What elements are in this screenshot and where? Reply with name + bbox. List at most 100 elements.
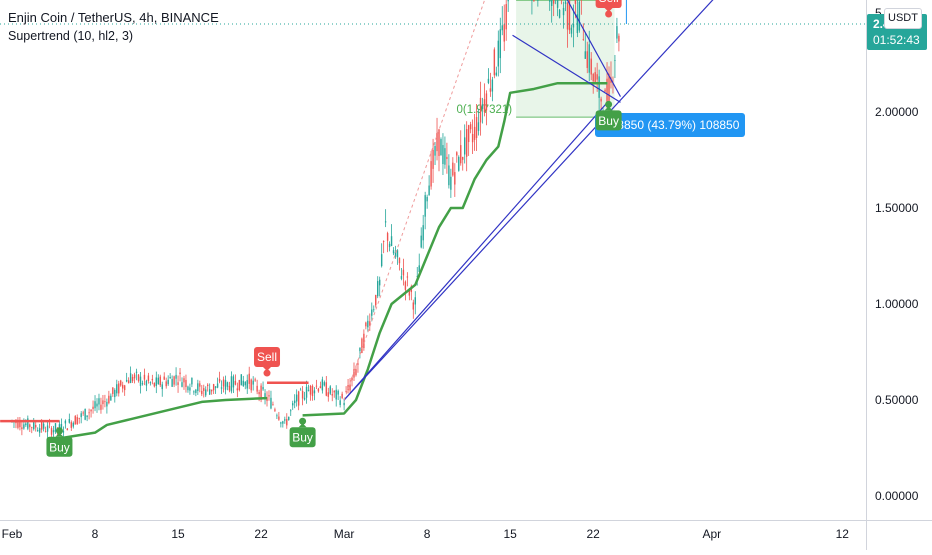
candle-body	[533, 0, 535, 2]
candle-body	[112, 387, 114, 395]
candle-body	[345, 391, 347, 392]
supertrend-up-line	[59, 396, 268, 440]
candle-body	[42, 423, 45, 429]
candle-body	[282, 421, 284, 424]
candle-body	[378, 279, 381, 286]
candle-body	[430, 161, 432, 187]
candle-body	[52, 430, 55, 433]
signal-label: Buy	[49, 440, 70, 454]
candle-body	[181, 382, 183, 387]
candle-body	[80, 413, 82, 418]
candle-body	[108, 395, 110, 404]
candle-body	[408, 290, 411, 296]
signal-label: Sell	[257, 350, 277, 364]
signal-pointer	[298, 423, 307, 428]
candle-body	[582, 39, 585, 40]
currency-badge[interactable]: USDT	[884, 8, 922, 29]
candle-body	[175, 374, 177, 379]
candle-body	[503, 24, 505, 42]
candle-body	[90, 409, 92, 412]
candle-body	[76, 417, 78, 425]
candle-body	[228, 385, 231, 391]
candle-body	[278, 416, 280, 420]
candle-body	[616, 26, 618, 39]
candle-body	[349, 384, 351, 391]
candle-body	[299, 389, 302, 391]
price-tick-label: 0.50000	[875, 393, 919, 407]
signal-pointer	[604, 106, 613, 111]
candle-body	[315, 385, 318, 387]
signal-badge	[595, 0, 622, 8]
candle-body	[127, 380, 130, 384]
candle-body	[151, 378, 154, 381]
candle-body	[594, 72, 596, 83]
candle-body	[100, 404, 102, 410]
candle-body	[272, 404, 274, 406]
trendline	[343, 102, 608, 401]
candle-body	[584, 51, 586, 59]
candle-body	[86, 415, 88, 418]
candle-body	[64, 420, 67, 424]
candle-body	[222, 379, 225, 387]
candle-body	[145, 380, 148, 386]
candle-body	[351, 377, 353, 381]
signal-label: Sell	[599, 0, 619, 5]
candle-body	[33, 420, 35, 430]
candle-body	[412, 302, 415, 310]
sell-signal: Sell	[254, 347, 281, 377]
candle-body	[131, 377, 134, 382]
candle-body	[380, 254, 383, 267]
measure-box	[595, 113, 745, 137]
candle-body	[313, 390, 316, 394]
candle-body	[284, 419, 286, 421]
signal-marker	[299, 417, 307, 425]
measure-label: 1.08850 (43.79%) 108850	[601, 118, 740, 132]
candle-body	[94, 401, 96, 409]
candle-body	[78, 417, 80, 419]
candle-body	[27, 418, 29, 429]
candle-body	[19, 420, 21, 428]
candle-body	[600, 98, 602, 102]
candle-body	[268, 395, 270, 397]
candle-body	[373, 309, 375, 311]
candle-body	[139, 376, 142, 386]
candle-body	[290, 410, 292, 412]
candle-body	[456, 152, 458, 156]
candle-body	[250, 379, 252, 391]
indicator-label[interactable]: Supertrend (10, hl2, 3)	[8, 29, 134, 43]
time-tick-label: 8	[92, 527, 99, 541]
candle-body	[489, 88, 492, 92]
candle-body	[153, 382, 156, 387]
chart-legend: Enjin Coin / TetherUS, 4h, BINANCE Super…	[8, 8, 219, 46]
candle-body	[333, 390, 335, 393]
candle-body	[199, 383, 201, 387]
candle-body	[467, 125, 470, 143]
candle-body	[481, 104, 484, 109]
candle-body	[286, 419, 288, 426]
candle-body	[106, 401, 108, 407]
candle-body	[92, 406, 94, 409]
candle-body	[361, 338, 363, 354]
candle-body	[143, 374, 146, 380]
chart-title[interactable]: Enjin Coin / TetherUS, 4h, BINANCE	[8, 10, 219, 25]
candle-body	[262, 387, 264, 390]
candle-body	[436, 133, 438, 152]
candle-body	[234, 380, 237, 385]
candle-body	[440, 139, 442, 156]
candle-body	[414, 297, 416, 305]
buy-signal: Buy	[289, 417, 316, 448]
candle-body	[357, 363, 359, 365]
candle-body	[331, 394, 333, 396]
candle-body	[68, 418, 71, 423]
candle-body	[256, 385, 258, 392]
trendline	[512, 34, 621, 103]
candle-body	[232, 376, 235, 388]
candle-body	[72, 422, 74, 427]
candle-body	[88, 412, 90, 414]
candle-body	[169, 376, 171, 379]
candle-body	[295, 394, 298, 402]
candle-body	[359, 347, 361, 352]
time-tick-label: 15	[171, 527, 185, 541]
